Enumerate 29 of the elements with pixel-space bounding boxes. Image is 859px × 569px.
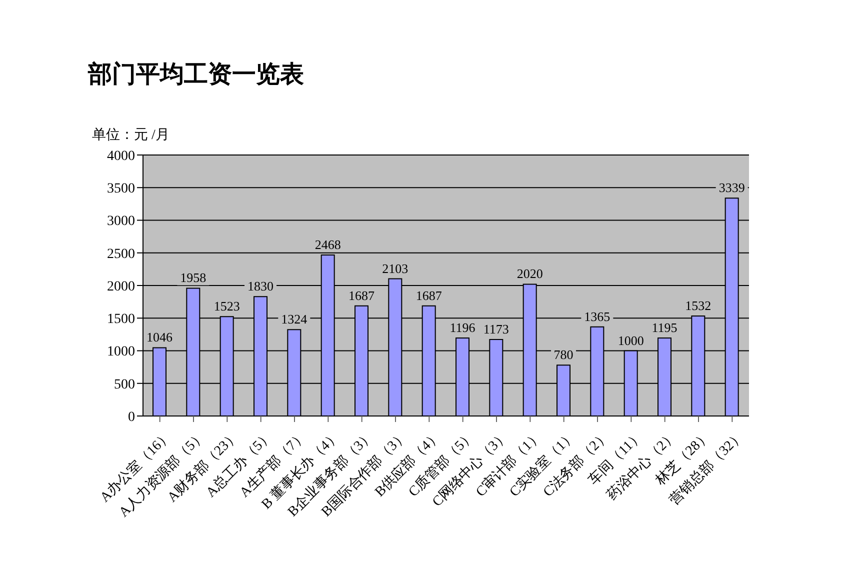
data-label: 1000 bbox=[618, 332, 644, 348]
data-label: 1195 bbox=[652, 320, 678, 336]
data-label: 1958 bbox=[180, 270, 206, 286]
data-label: 2103 bbox=[382, 260, 408, 276]
chart-title: 部门平均工资一览表 bbox=[88, 60, 304, 90]
data-label: 1687 bbox=[416, 288, 442, 303]
data-label: 3339 bbox=[718, 180, 745, 196]
y-tick-label: 0 bbox=[128, 410, 135, 425]
y-tick-label: 2000 bbox=[107, 279, 135, 294]
y-axis-title: 单位：元 /月 bbox=[92, 126, 170, 144]
data-label: 1365 bbox=[584, 308, 610, 324]
y-tick-label: 4000 bbox=[107, 148, 135, 164]
y-tick-label: 3000 bbox=[107, 214, 135, 230]
data-label: 1196 bbox=[450, 320, 476, 335]
data-label: 1046 bbox=[146, 330, 173, 345]
data-label: 1324 bbox=[281, 312, 308, 327]
data-label: 1830 bbox=[248, 278, 274, 294]
data-label: 1687 bbox=[348, 288, 375, 303]
y-tick-label: 500 bbox=[114, 377, 135, 392]
data-label: 1173 bbox=[483, 321, 509, 336]
data-label: 1532 bbox=[685, 298, 712, 314]
data-label: 1523 bbox=[214, 298, 240, 314]
y-tick-label: 1000 bbox=[107, 344, 135, 360]
data-label: 2020 bbox=[516, 266, 543, 282]
data-label: 2468 bbox=[314, 236, 341, 252]
y-tick-label: 1500 bbox=[107, 312, 135, 328]
data-label: 780 bbox=[554, 347, 574, 362]
y-tick-label: 2500 bbox=[107, 246, 135, 262]
y-tick-label: 3500 bbox=[107, 182, 135, 197]
